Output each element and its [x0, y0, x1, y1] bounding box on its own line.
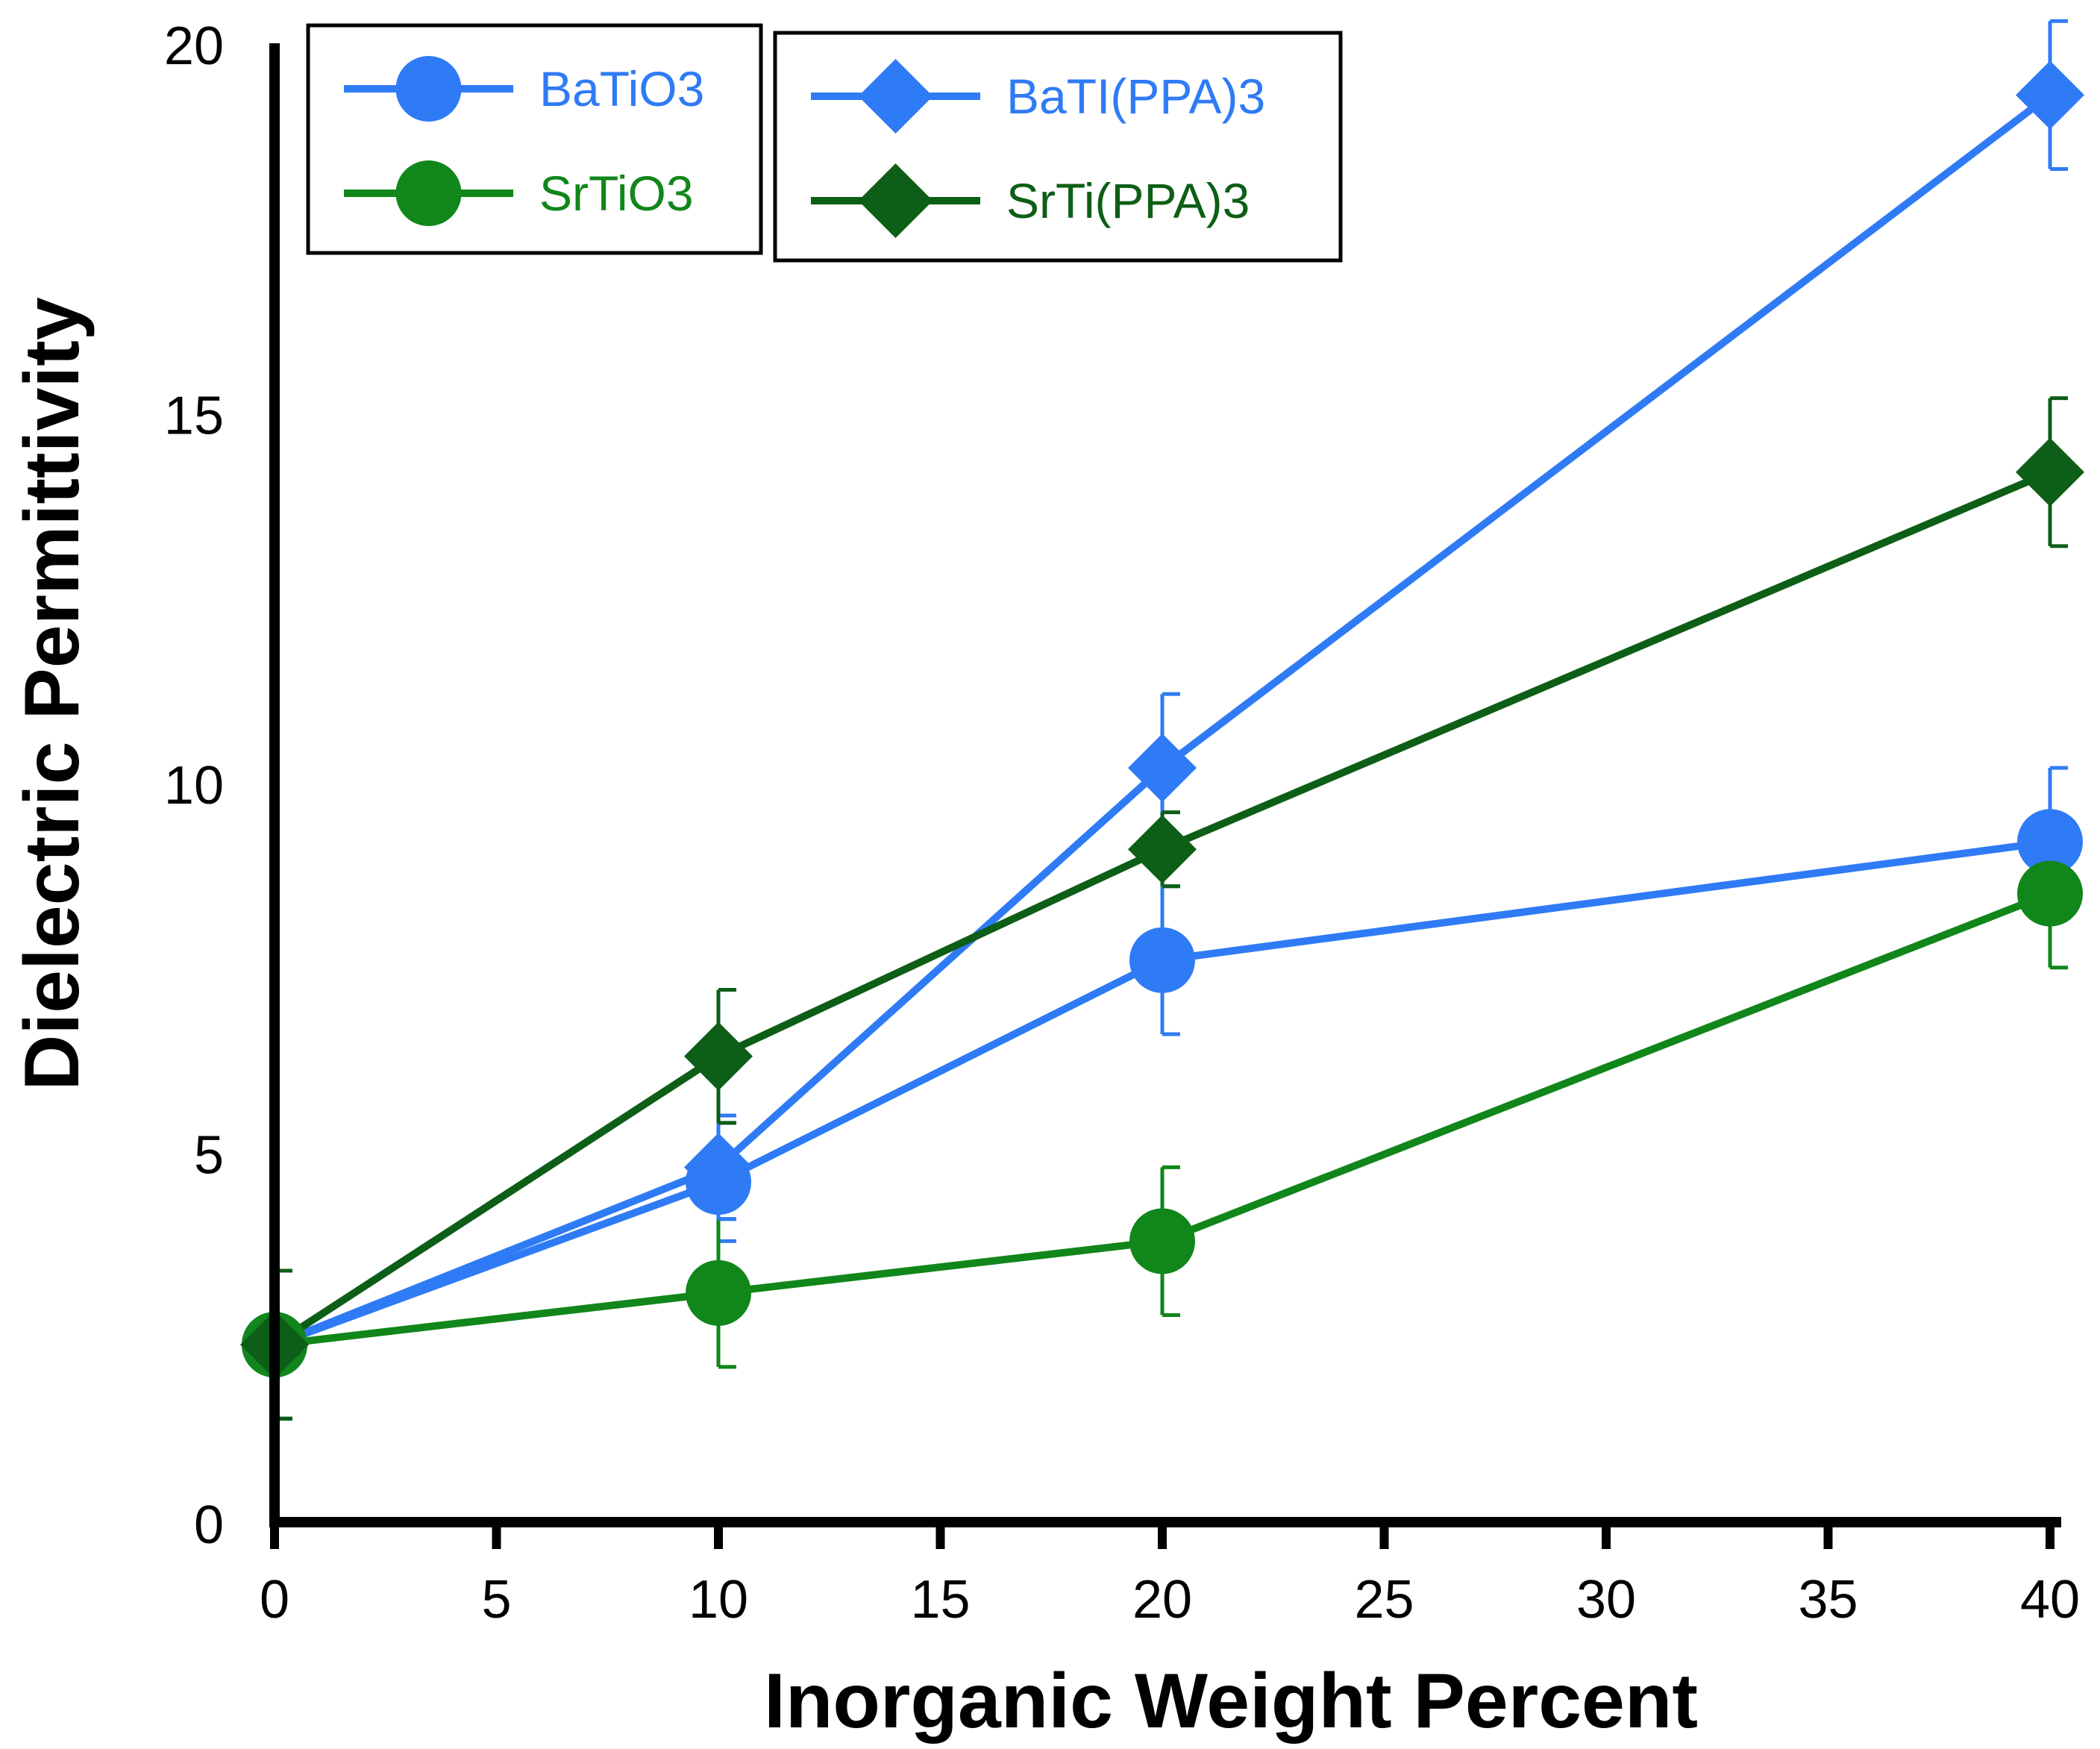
x-tick-label: 15: [910, 1570, 970, 1630]
legend-entry: SrTi(PPA)3: [811, 163, 1250, 238]
legend-box: [306, 23, 763, 255]
y-tick-label: 20: [164, 16, 224, 76]
data-point-diamond: [2016, 437, 2084, 507]
data-point-circle: [2017, 809, 2083, 875]
data-point-circle: [2017, 860, 2083, 927]
x-tick-label: 30: [1576, 1570, 1636, 1630]
data-point-diamond: [858, 163, 933, 238]
data-point-circle: [686, 1260, 751, 1326]
legend-label: BaTI(PPA)3: [1006, 69, 1265, 124]
data-point-circle: [1129, 1208, 1195, 1274]
data-point-diamond: [1128, 815, 1197, 884]
x-tick-label: 35: [1798, 1570, 1858, 1630]
data-point-circle: [1129, 927, 1195, 993]
legend-box: [773, 31, 1343, 263]
data-point-diamond: [1128, 733, 1197, 803]
legend-entry: BaTI(PPA)3: [811, 59, 1265, 134]
data-point-diamond: [684, 1133, 753, 1202]
legend-label: BaTiO3: [539, 61, 704, 116]
y-tick-label: 5: [194, 1126, 224, 1186]
data-point-circle: [395, 160, 462, 226]
data-point-circle: [395, 56, 462, 122]
series-line: [273, 92, 2053, 1348]
series-line: [272, 469, 2052, 1348]
y-tick-label: 10: [164, 756, 224, 816]
x-tick-label: 10: [689, 1570, 748, 1630]
data-point-diamond: [858, 59, 933, 134]
series-line: [274, 889, 2052, 1349]
axis-ticks: 0 5 10 15 20 25 30 35 40 0 5 10 15 20: [164, 16, 2080, 1630]
legend-entry: SrTiO3: [344, 160, 694, 226]
y-tick-label: 0: [194, 1495, 224, 1555]
data-point-diamond: [684, 1021, 753, 1091]
x-tick-label: 20: [1132, 1570, 1192, 1630]
y-tick-label: 15: [164, 387, 224, 446]
legend-label: SrTiO3: [539, 166, 694, 221]
series-line: [273, 838, 2051, 1348]
x-tick-label: 0: [260, 1570, 289, 1630]
legend: BaTiO3 SrTiO3 BaTI(PPA)3 SrTi(PPA)3: [306, 23, 1343, 263]
y-axis-title: Dielectric Permittivity: [9, 297, 95, 1091]
legend-label: SrTi(PPA)3: [1006, 173, 1250, 228]
plot-area: [240, 19, 2084, 1421]
legend-entry: BaTiO3: [344, 56, 704, 122]
data-point-diamond: [2016, 60, 2084, 130]
x-tick-label: 5: [481, 1570, 511, 1630]
x-tick-label: 25: [1354, 1570, 1414, 1630]
x-axis-title: Inorganic Weight Percent: [764, 1658, 1698, 1745]
x-tick-label: 40: [2020, 1570, 2080, 1630]
